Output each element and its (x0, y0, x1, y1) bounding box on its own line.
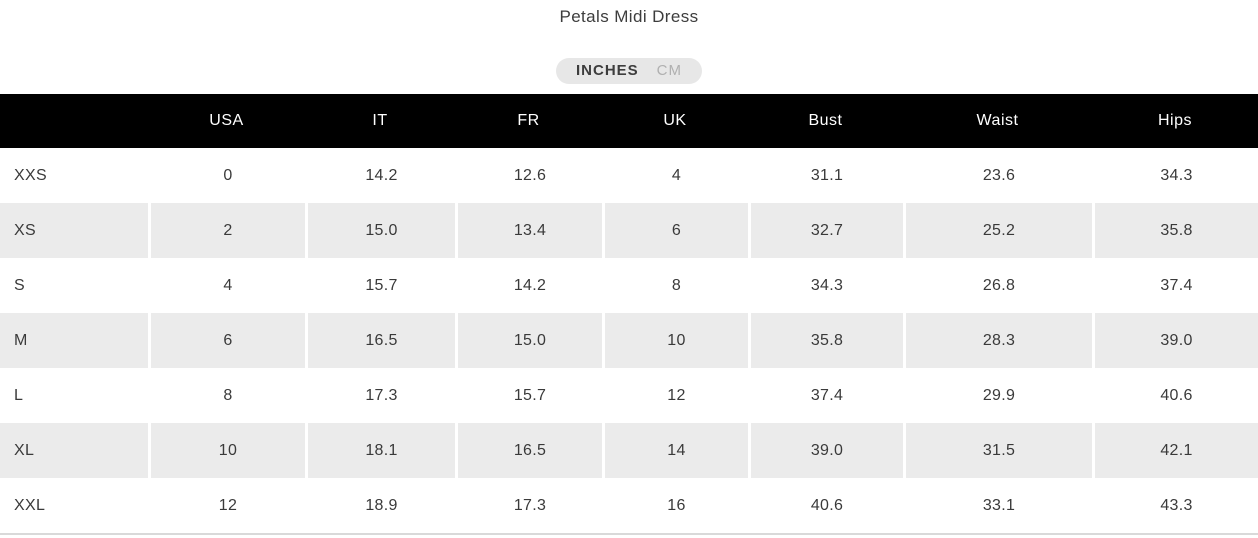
measurement-cell: 16.5 (455, 423, 602, 478)
measurement-cell: 13.4 (455, 203, 602, 258)
unit-toggle-cm[interactable]: CM (656, 62, 682, 79)
measurement-cell: 10 (602, 313, 748, 368)
measurement-cell: 8 (148, 368, 305, 423)
measurement-cell: 34.3 (1092, 148, 1258, 203)
size-label: M (0, 313, 148, 368)
page-title: Petals Midi Dress (559, 7, 699, 26)
measurement-cell: 34.3 (748, 258, 903, 313)
measurement-cell: 18.1 (305, 423, 455, 478)
measurement-cell: 4 (602, 148, 748, 203)
table-body: XXS 0 14.2 12.6 4 31.1 23.6 34.3 XS 2 15.0 13.4 6 32.… (0, 148, 1258, 533)
measurement-cell: 4 (148, 258, 305, 313)
measurement-cell: 17.3 (455, 478, 602, 533)
column-header: USA (148, 94, 305, 148)
measurement-cell: 40.6 (1092, 368, 1258, 423)
table-row: M 6 16.5 15.0 10 35.8 28.3 39.0 (0, 313, 1258, 368)
column-header: IT (305, 94, 455, 148)
measurement-cell: 40.6 (748, 478, 903, 533)
measurement-cell: 14.2 (305, 148, 455, 203)
unit-toggle-inches[interactable]: INCHES (575, 62, 639, 79)
size-column-header (0, 94, 148, 148)
table-row: S 4 15.7 14.2 8 34.3 26.8 37.4 (0, 258, 1258, 313)
column-header: UK (602, 94, 748, 148)
unit-toggle-wrap: INCHES CM (0, 58, 1258, 84)
measurement-cell: 15.7 (305, 258, 455, 313)
size-label: XL (0, 423, 148, 478)
measurement-cell: 10 (148, 423, 305, 478)
measurement-cell: 33.1 (903, 478, 1092, 533)
measurement-cell: 12 (602, 368, 748, 423)
column-header: Hips (1092, 94, 1258, 148)
table-header-row: USA IT FR UK Bust Waist Hips (0, 94, 1258, 148)
measurement-cell: 29.9 (903, 368, 1092, 423)
size-label: XXS (0, 148, 148, 203)
measurement-cell: 32.7 (748, 203, 903, 258)
measurement-cell: 15.0 (305, 203, 455, 258)
size-label: XXL (0, 478, 148, 533)
measurement-cell: 42.1 (1092, 423, 1258, 478)
table-header: USA IT FR UK Bust Waist Hips (0, 94, 1258, 148)
size-label: L (0, 368, 148, 423)
measurement-cell: 25.2 (903, 203, 1092, 258)
measurement-cell: 35.8 (1092, 203, 1258, 258)
table-row: XS 2 15.0 13.4 6 32.7 25.2 35.8 (0, 203, 1258, 258)
measurement-cell: 18.9 (305, 478, 455, 533)
measurement-cell: 35.8 (748, 313, 903, 368)
measurement-cell: 6 (148, 313, 305, 368)
table-row: XXL 12 18.9 17.3 16 40.6 33.1 43.3 (0, 478, 1258, 533)
measurement-cell: 14.2 (455, 258, 602, 313)
measurement-cell: 31.1 (748, 148, 903, 203)
measurement-cell: 17.3 (305, 368, 455, 423)
table-row: XXS 0 14.2 12.6 4 31.1 23.6 34.3 (0, 148, 1258, 203)
measurement-cell: 16 (602, 478, 748, 533)
column-header: FR (455, 94, 602, 148)
measurement-cell: 26.8 (903, 258, 1092, 313)
measurement-cell: 14 (602, 423, 748, 478)
table-row: XL 10 18.1 16.5 14 39.0 31.5 42.1 (0, 423, 1258, 478)
size-chart-table: USA IT FR UK Bust Waist Hips XXS 0 14.2 12.6 4 31.1… (0, 94, 1258, 535)
measurement-cell: 39.0 (748, 423, 903, 478)
column-header: Waist (903, 94, 1092, 148)
measurement-cell: 0 (148, 148, 305, 203)
column-header: Bust (748, 94, 903, 148)
measurement-cell: 15.0 (455, 313, 602, 368)
measurement-cell: 23.6 (903, 148, 1092, 203)
measurement-cell: 43.3 (1092, 478, 1258, 533)
table-row: L 8 17.3 15.7 12 37.4 29.9 40.6 (0, 368, 1258, 423)
measurement-cell: 28.3 (903, 313, 1092, 368)
measurement-cell: 16.5 (305, 313, 455, 368)
measurement-cell: 2 (148, 203, 305, 258)
measurement-cell: 12.6 (455, 148, 602, 203)
measurement-cell: 39.0 (1092, 313, 1258, 368)
measurement-cell: 6 (602, 203, 748, 258)
measurement-cell: 37.4 (1092, 258, 1258, 313)
measurement-cell: 8 (602, 258, 748, 313)
unit-toggle: INCHES CM (555, 58, 702, 84)
measurement-cell: 15.7 (455, 368, 602, 423)
size-label: S (0, 258, 148, 313)
size-label: XS (0, 203, 148, 258)
measurement-cell: 37.4 (748, 368, 903, 423)
measurement-cell: 31.5 (903, 423, 1092, 478)
measurement-cell: 12 (148, 478, 305, 533)
